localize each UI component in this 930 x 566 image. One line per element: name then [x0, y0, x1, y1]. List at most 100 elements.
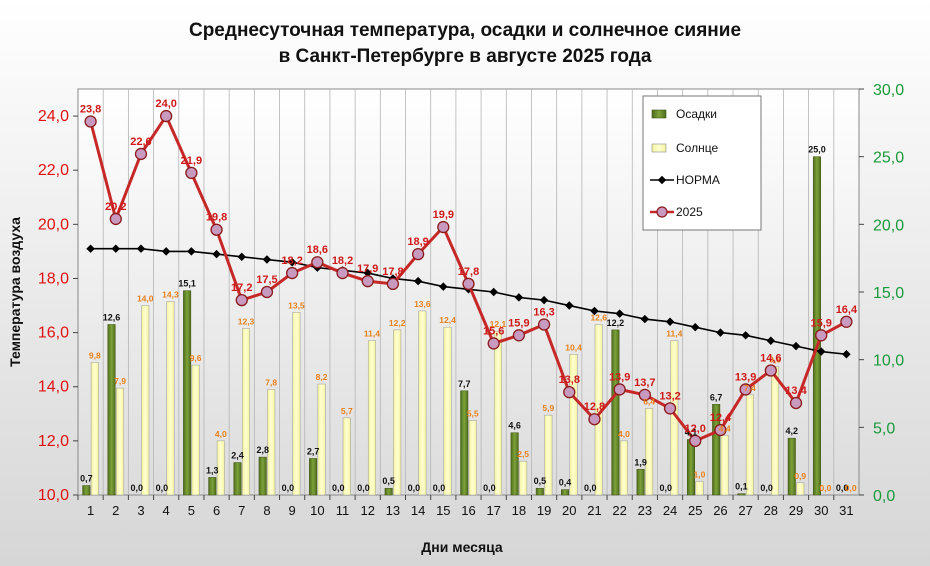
y-left-tick-label: 10,0 — [38, 487, 69, 504]
temp-2025-marker — [815, 329, 828, 342]
x-tick-label: 23 — [638, 503, 652, 518]
temp-2025-data-label: 17,8 — [382, 266, 403, 278]
norm-marker — [489, 287, 498, 297]
labels-layer: 0,712,60,0 0,015,11,32,42,80,02,70,0 0,00,… — [80, 98, 858, 493]
precip-bar — [712, 404, 721, 496]
temp-2025-data-label: 19,9 — [433, 209, 454, 221]
precip-bar — [258, 456, 267, 496]
x-tick-label: 5 — [188, 503, 195, 518]
temp-2025-marker — [386, 277, 400, 291]
y-right-tick-label: 5,0 — [873, 420, 895, 437]
x-tick-label: 7 — [238, 503, 245, 518]
temp-2025-marker — [160, 109, 173, 123]
sun-bar — [116, 387, 125, 496]
norm-marker — [741, 331, 750, 340]
precip-data-label: 2,8 — [256, 445, 269, 455]
sun-data-label: 8,2 — [316, 372, 328, 382]
temp-2025-marker — [487, 337, 500, 350]
precip-data-label: 4,2 — [786, 426, 799, 436]
x-tick-label: 3 — [137, 503, 144, 518]
precip-bar — [309, 458, 318, 496]
x-tick-label: 21 — [587, 503, 601, 518]
sun-data-label: 14,3 — [162, 289, 179, 299]
norm-marker — [111, 244, 121, 253]
sun-data-label: 12,6 — [590, 312, 607, 322]
temp-2025-marker — [336, 266, 349, 280]
norm-marker — [262, 255, 272, 264]
axes-layer: 10,012,014,016,018,020,022,024,00,05,010… — [38, 82, 904, 518]
norm-marker — [690, 322, 700, 332]
sun-data-label: 9,6 — [190, 353, 202, 363]
sun-bar — [367, 340, 376, 496]
x-tick-label: 13 — [386, 503, 400, 518]
precip-data-label: 0,0 — [433, 483, 446, 493]
sun-data-label: 4,0 — [215, 429, 227, 439]
norm-marker — [86, 244, 95, 253]
temp-2025-marker — [512, 329, 526, 342]
chart-title-line1: Среднесуточная температура, осадки и сол… — [189, 20, 741, 41]
temp-2025-data-label: 17,2 — [231, 282, 252, 294]
norm-marker — [842, 350, 851, 359]
x-tick-label: 11 — [336, 503, 350, 518]
x-tick-label: 17 — [486, 503, 500, 518]
precip-data-label: 4,1 — [685, 428, 698, 438]
temp-2025-data-label: 17,5 — [256, 274, 277, 286]
y-axis-label: Температура воздуха — [7, 217, 23, 367]
sun-data-label: 12,2 — [389, 318, 406, 328]
sun-data-label: 5,9 — [542, 403, 554, 413]
precip-bar — [82, 485, 91, 496]
temp-2025-data-label: 23,8 — [80, 103, 101, 115]
precip-bar — [737, 493, 746, 496]
temp-2025-data-label: 13,4 — [785, 385, 807, 397]
temp-2025-data-label: 13,8 — [559, 374, 580, 386]
norm-marker — [514, 293, 524, 302]
sun-bar — [695, 481, 704, 496]
x-tick-label: 15 — [436, 503, 450, 518]
legend: Осадки Солнце НОРМА 2025 — [642, 95, 762, 231]
x-tick-label: 6 — [213, 503, 220, 518]
sun-bar — [569, 354, 578, 496]
precip-bar — [208, 477, 217, 496]
precip-data-label: 0,0 — [660, 483, 673, 493]
sun-bar — [166, 301, 175, 496]
legend-swatch-sun — [651, 143, 667, 153]
legend-swatch-precip — [651, 109, 667, 119]
precip-bar — [561, 489, 570, 496]
x-tick-label: 28 — [764, 503, 778, 518]
precip-data-label: 0,0 — [483, 483, 496, 493]
precip-bar — [510, 432, 519, 496]
norm-marker — [640, 314, 650, 324]
legend-marker-2025 — [656, 206, 668, 218]
sun-bar — [720, 435, 729, 496]
temp-2025-marker — [361, 275, 374, 288]
temp-2025-data-label: 18,2 — [281, 255, 302, 267]
norm-marker — [237, 252, 247, 262]
x-tick-label: 18 — [512, 503, 526, 518]
sun-data-label: 9,8 — [89, 350, 101, 360]
sun-bar — [418, 310, 427, 496]
temp-2025-marker — [260, 285, 274, 299]
sun-data-label: 10,4 — [565, 342, 582, 352]
temp-2025-data-label: 12,4 — [710, 412, 732, 424]
temp-2025-data-label: 20,2 — [105, 201, 126, 213]
temp-2025-data-label: 15,9 — [508, 317, 529, 329]
x-tick-label: 24 — [663, 503, 677, 518]
precip-bar — [460, 390, 469, 496]
temp-2025-data-label: 13,7 — [634, 377, 655, 389]
temp-2025-data-label: 18,2 — [332, 255, 353, 267]
y-left-tick-label: 16,0 — [38, 325, 69, 342]
sun-bar — [342, 417, 351, 496]
norm-marker — [187, 247, 196, 256]
norm-marker — [363, 268, 372, 278]
temp-2025-marker — [437, 220, 450, 234]
temp-2025-marker — [789, 396, 803, 410]
temp-2025-data-label: 18,6 — [307, 244, 328, 256]
sun-data-label: 7,8 — [265, 377, 277, 387]
x-axis-label: Дни месяца — [421, 539, 503, 555]
sun-data-label: 1,0 — [694, 469, 706, 479]
y-right-tick-label: 15,0 — [873, 285, 904, 302]
temp-2025-data-label: 17,9 — [357, 263, 378, 275]
sun-data-label: 4,0 — [618, 429, 630, 439]
precip-bar — [183, 290, 192, 496]
precip-bar — [384, 487, 393, 496]
